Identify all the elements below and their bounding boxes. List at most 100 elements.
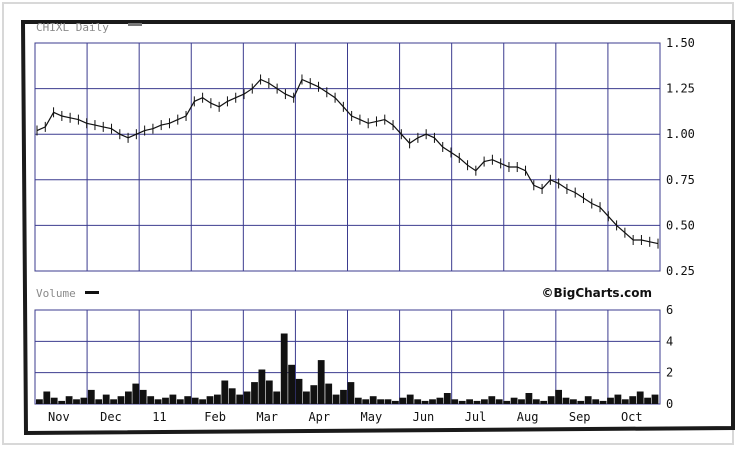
volume-bar	[340, 389, 347, 404]
volume-bar	[214, 394, 221, 404]
price-tick-label: 0.25	[666, 264, 695, 278]
volume-bar	[325, 383, 333, 404]
x-tick-label: Nov	[48, 410, 70, 424]
volume-bar	[525, 393, 533, 404]
price-tick-label: 1.50	[666, 36, 695, 50]
volume-bar	[555, 389, 562, 404]
volume-bar	[58, 400, 66, 404]
volume-bar	[510, 397, 518, 404]
volume-bar	[443, 393, 451, 404]
volume-bar	[206, 396, 214, 404]
volume-bar	[629, 396, 637, 404]
x-tick-label: Apr	[308, 410, 330, 424]
volume-bar	[303, 391, 310, 404]
volume-bar	[458, 400, 466, 404]
volume-bar	[243, 391, 251, 404]
volume-bar	[466, 399, 473, 404]
volume-panel: 6 4 2 0	[34, 303, 673, 411]
volume-bar	[592, 399, 600, 404]
price-tick-label: 0.75	[666, 173, 695, 187]
volume-bar	[43, 391, 51, 404]
volume-bar	[584, 396, 592, 404]
volume-bar	[436, 397, 444, 404]
volume-bar	[636, 391, 644, 404]
volume-bar	[117, 396, 125, 404]
volume-bar	[532, 399, 540, 404]
volume-bar	[87, 389, 95, 404]
volume-bar	[73, 399, 80, 404]
volume-bar	[191, 397, 199, 404]
x-tick-label: Oct	[621, 410, 643, 424]
volume-bar	[429, 399, 436, 404]
volume-bar	[251, 382, 258, 404]
volume-bar	[258, 369, 266, 404]
volume-bar	[540, 400, 548, 404]
volume-bar	[221, 380, 229, 404]
volume-bar	[95, 399, 103, 404]
volume-bar	[295, 378, 303, 404]
volume-bar	[147, 396, 155, 404]
volume-bar	[236, 394, 244, 404]
volume-swatch	[85, 291, 99, 294]
price-tick-label: 0.50	[666, 218, 695, 232]
volume-bar	[577, 400, 585, 404]
volume-bar	[488, 396, 496, 404]
volume-bar	[651, 394, 659, 404]
volume-bar	[310, 385, 318, 404]
volume-bar	[614, 394, 622, 404]
volume-tick-label: 2	[666, 366, 673, 380]
volume-bar	[495, 399, 503, 404]
x-tick-label: Dec	[100, 410, 122, 424]
volume-bar	[169, 394, 177, 404]
volume-bar	[644, 397, 651, 404]
title-swatch	[128, 23, 142, 26]
volume-bar	[317, 360, 325, 404]
volume-bar	[421, 400, 429, 404]
volume-bar	[414, 399, 422, 404]
volume-bar	[384, 399, 392, 404]
volume-bar	[139, 389, 147, 404]
x-tick-label: Aug	[517, 410, 539, 424]
volume-bar	[280, 333, 288, 404]
volume-bar	[406, 394, 414, 404]
x-tick-label: 11	[152, 410, 166, 424]
volume-bar	[184, 396, 192, 404]
volume-bar	[399, 397, 407, 404]
chart-title: CHIXL Daily	[36, 21, 109, 34]
volume-bar	[36, 399, 43, 404]
volume-bar	[547, 396, 555, 404]
volume-bar	[265, 380, 273, 404]
price-tick-label: 1.00	[666, 127, 695, 141]
volume-bar	[562, 397, 570, 404]
volume-bar	[354, 397, 362, 404]
volume-bar	[392, 400, 399, 404]
volume-bar	[473, 400, 481, 404]
volume-bar	[347, 382, 355, 404]
price-panel: 1.50 1.25 1.00 0.75 0.50 0.25	[34, 36, 695, 278]
volume-bar	[162, 397, 169, 404]
volume-bar	[607, 397, 614, 404]
x-tick-label: Sep	[569, 410, 591, 424]
volume-bar	[503, 400, 511, 404]
chart-frame	[20, 20, 735, 436]
x-tick-label: Feb	[204, 410, 226, 424]
x-tick-label: Jun	[413, 410, 435, 424]
volume-bar	[481, 399, 488, 404]
volume-bar	[176, 399, 184, 404]
volume-bar	[154, 399, 162, 404]
volume-bar	[50, 397, 58, 404]
volume-tick-label: 6	[666, 303, 673, 317]
price-tick-label: 1.25	[666, 82, 695, 96]
volume-bar	[80, 397, 88, 404]
volume-bar	[110, 399, 117, 404]
x-tick-label: Mar	[256, 410, 278, 424]
volume-bar	[273, 391, 281, 404]
volume-bar	[369, 396, 377, 404]
price-series-line	[36, 78, 659, 245]
volume-bar	[362, 399, 370, 404]
volume-bar	[102, 394, 110, 404]
volume-bar	[518, 399, 525, 404]
volume-bar	[199, 399, 206, 404]
